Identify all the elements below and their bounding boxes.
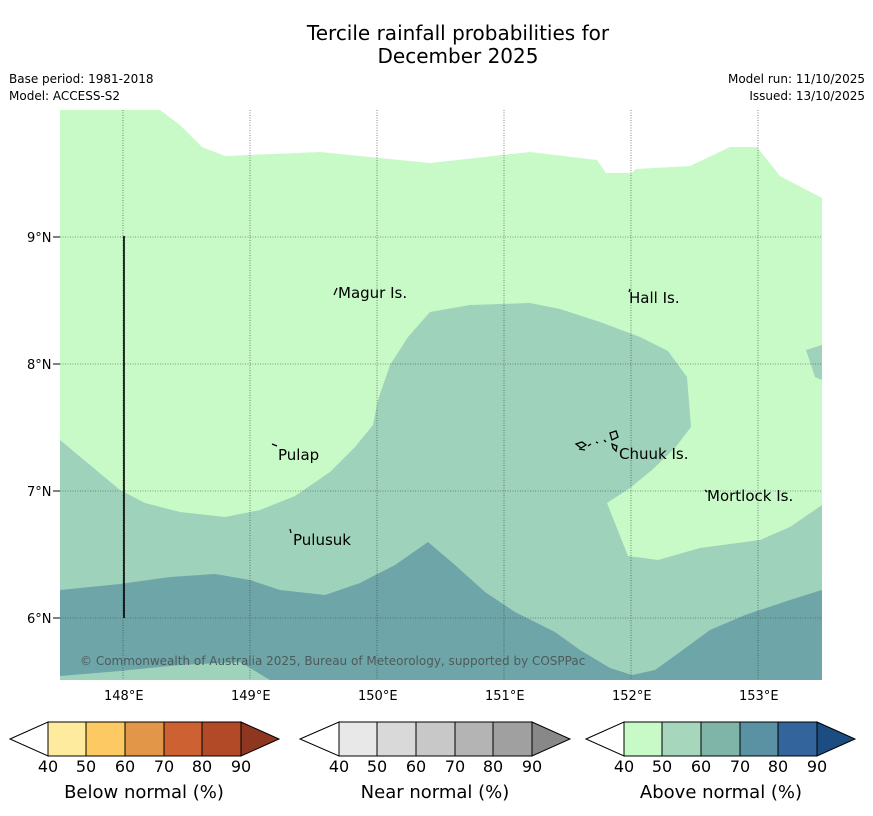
issued-date: Issued: 13/10/2025	[749, 89, 865, 103]
cb-below-swatch-4	[163, 721, 203, 757]
meta-right: Model run: 11/10/2025 Issued: 13/10/2025	[728, 71, 865, 105]
cb-near-swatch-2	[376, 721, 417, 757]
cb-near-swatch-1	[338, 721, 378, 757]
lon-label-150e: 150°E	[358, 689, 398, 704]
cb-above-swatch-1	[623, 721, 663, 757]
cb-below-tick-40: 40	[38, 757, 58, 776]
cb-above-tick-50: 50	[652, 757, 672, 776]
lon-label-151e: 151°E	[485, 689, 525, 704]
cb-above-tick-70: 70	[730, 757, 750, 776]
pulap-island-marker	[271, 443, 278, 447]
map-panel: Magur Is. Hall Is. Pulap Chuuk Is. Mortl…	[60, 110, 822, 680]
cb-below-swatch-3	[124, 721, 165, 757]
cb-near-tick-50: 50	[367, 757, 387, 776]
cb-below-tick-90: 90	[231, 757, 251, 776]
cb-above-tick-40: 40	[614, 757, 634, 776]
lon-label-152e: 152°E	[612, 689, 652, 704]
cb-above-swatch-6	[816, 721, 857, 757]
title-line-1: Tercile rainfall probabilities for	[306, 21, 610, 45]
cb-above-swatch-2	[661, 721, 702, 757]
cb-below-swatch-5	[201, 721, 242, 757]
cb-near-swatch-4	[454, 721, 494, 757]
lon-label-149e: 149°E	[231, 689, 271, 704]
place-mortlock: Mortlock Is.	[707, 487, 793, 505]
lat-label-8n: 8°N	[27, 358, 52, 373]
cb-above-tick-60: 60	[691, 757, 711, 776]
place-magur: Magur Is.	[338, 284, 407, 302]
place-hall: Hall Is.	[629, 289, 680, 307]
cb-near-tick-90: 90	[522, 757, 542, 776]
lat-axis: 9°N 8°N 7°N 6°N	[27, 231, 60, 627]
cb-below-label: Below normal (%)	[64, 782, 224, 803]
cb-near-swatch-5	[492, 721, 533, 757]
cb-above-swatch-3	[700, 721, 741, 757]
cb-below-tick-50: 50	[76, 757, 96, 776]
cb-near-tick-70: 70	[445, 757, 465, 776]
cb-near-swatch-3	[415, 721, 456, 757]
model-run: Model run: 11/10/2025	[727, 72, 865, 86]
place-pulap: Pulap	[278, 446, 319, 464]
cb-above-swatch-5	[777, 721, 818, 757]
place-pulusuk: Pulusuk	[293, 531, 351, 549]
cb-near-tick-60: 60	[406, 757, 426, 776]
map-title: Tercile rainfall probabilities for Decem…	[0, 22, 873, 68]
place-chuuk: Chuuk Is.	[619, 445, 688, 463]
cb-below-swatch-6	[240, 721, 281, 757]
lat-label-7n: 7°N	[27, 485, 52, 500]
lon-axis: 148°E 149°E 150°E 151°E 152°E 153°E	[104, 689, 779, 704]
region-above-70	[60, 542, 822, 680]
cb-near-tick-40: 40	[329, 757, 349, 776]
cb-below-tick-80: 80	[192, 757, 212, 776]
cb-above-tick-90: 90	[807, 757, 827, 776]
magur-island-marker	[333, 287, 338, 296]
lat-label-6n: 6°N	[27, 612, 52, 627]
cb-below-tick-70: 70	[154, 757, 174, 776]
mortlock-island-marker	[704, 489, 708, 493]
gridlines	[60, 110, 822, 680]
region-above-60-southwest	[60, 662, 270, 680]
meta-left: Base period: 1981-2018 Model: ACCESS-S2	[9, 71, 154, 105]
island-markers	[271, 287, 708, 534]
cb-below-swatch-1	[47, 721, 87, 757]
cb-near-tick-80: 80	[483, 757, 503, 776]
region-above-60-east	[806, 345, 822, 380]
cb-below-swatch-2	[85, 721, 126, 757]
colorbar-below-normal: 40 50 60 70 80 90 Below normal (%)	[8, 721, 281, 803]
hall-island-marker	[628, 288, 631, 293]
colorbar-above-normal: 40 50 60 70 80 90 Above normal (%)	[584, 721, 857, 803]
copyright-note: © Commonwealth of Australia 2025, Bureau…	[80, 654, 585, 668]
colorbar-near-normal: 40 50 60 70 80 90 Near normal (%)	[298, 721, 572, 803]
pulusuk-island-marker	[289, 528, 292, 534]
model-name: Model: ACCESS-S2	[9, 89, 121, 103]
lon-label-148e: 148°E	[104, 689, 144, 704]
cb-near-label: Near normal (%)	[361, 782, 510, 803]
cb-above-tick-80: 80	[768, 757, 788, 776]
cb-below-tick-60: 60	[115, 757, 135, 776]
title-line-2: December 2025	[377, 44, 539, 68]
lat-label-9n: 9°N	[27, 231, 52, 246]
lon-label-153e: 153°E	[739, 689, 779, 704]
cb-above-swatch-4	[739, 721, 779, 757]
cb-above-label: Above normal (%)	[640, 782, 802, 803]
cb-near-swatch-6	[531, 721, 572, 757]
chuuk-islands-marker	[574, 430, 619, 453]
base-period: Base period: 1981-2018	[9, 72, 154, 86]
